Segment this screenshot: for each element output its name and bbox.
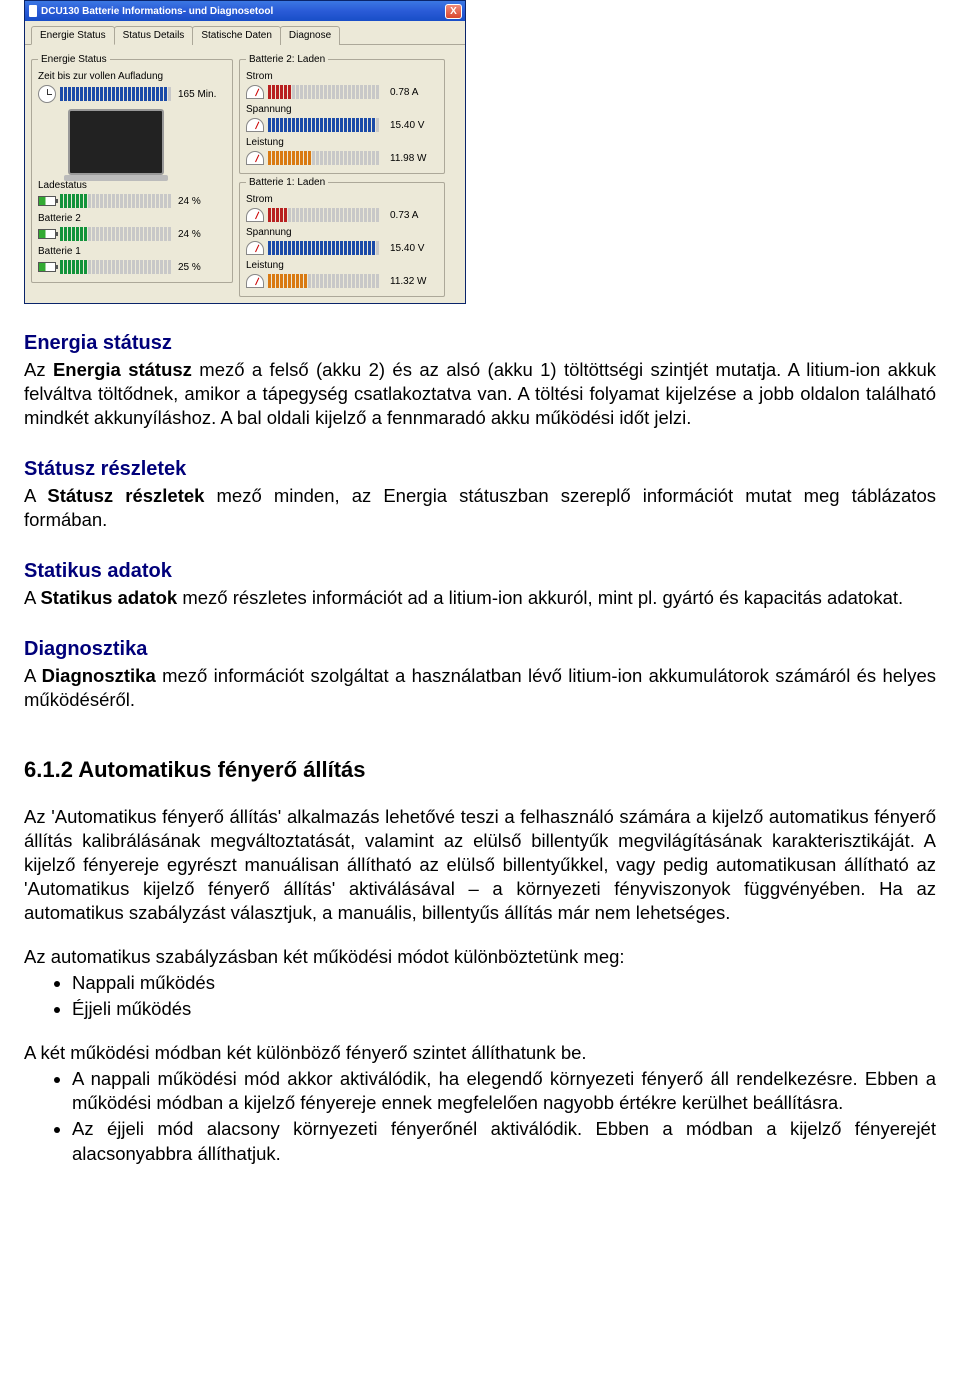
- meter-bars: [268, 118, 386, 132]
- meter-value: 15.40 V: [390, 119, 438, 132]
- heading-energia-statusz: Energia státusz: [24, 330, 936, 356]
- tab-strip: Energie StatusStatus DetailsStatische Da…: [25, 21, 465, 45]
- row-label: Spannung: [246, 103, 438, 116]
- left-column: Energie Status Zeit bis zur vollen Aufla…: [31, 51, 233, 297]
- gauge-icon: [246, 274, 264, 288]
- meter-bars: [60, 227, 174, 241]
- meter-value: 24 %: [178, 195, 226, 208]
- time-label: Zeit bis zur vollen Aufladung: [38, 70, 226, 83]
- meter-row: 15.40 V: [246, 118, 438, 132]
- meter-value: 0.73 A: [390, 209, 438, 222]
- tab-energie-status[interactable]: Energie Status: [31, 26, 115, 45]
- heading-612: 6.1.2 Automatikus fényerő állítás: [24, 756, 936, 785]
- list-item: A nappali működési mód akkor aktiválódik…: [72, 1067, 936, 1115]
- meter-bars: [268, 274, 386, 288]
- meter-row: 11.32 W: [246, 274, 438, 288]
- group-energie-status: Energie Status Zeit bis zur vollen Aufla…: [31, 59, 233, 283]
- para-612c: A két működési módban két különböző fény…: [24, 1041, 936, 1065]
- meter-row: 24 %: [38, 194, 226, 208]
- tab-status-details[interactable]: Status Details: [114, 26, 194, 45]
- gauge-icon: [246, 208, 264, 222]
- meter-row: 0.78 A: [246, 85, 438, 99]
- meter-value: 15.40 V: [390, 242, 438, 255]
- time-row: 165 Min.: [38, 85, 226, 103]
- time-bars: [60, 87, 174, 101]
- meter-bars: [268, 151, 386, 165]
- list-item: Az éjjeli mód alacsony környezeti fényer…: [72, 1117, 936, 1165]
- para-energia-statusz: Az Energia státusz mező a felső (akku 2)…: [24, 358, 936, 430]
- meter-row: 24 %: [38, 227, 226, 241]
- meter-value: 11.98 W: [390, 152, 438, 165]
- meter-value: 25 %: [178, 261, 226, 274]
- para-diagnosztika: A Diagnosztika mező információt szolgált…: [24, 664, 936, 712]
- time-value: 165 Min.: [178, 88, 226, 101]
- heading-statikus-adatok: Statikus adatok: [24, 558, 936, 584]
- close-icon[interactable]: X: [445, 4, 462, 19]
- heading-statusz-reszletek: Státusz részletek: [24, 456, 936, 482]
- heading-diagnosztika: Diagnosztika: [24, 636, 936, 662]
- meter-bars: [268, 241, 386, 255]
- list-item: Éjjeli működés: [72, 997, 936, 1021]
- row-label: Strom: [246, 70, 438, 83]
- screenshot-window: DCU130 Batterie Informations- und Diagno…: [24, 0, 466, 304]
- list-item: Nappali működés: [72, 971, 936, 995]
- para-statikus-adatok: A Statikus adatok mező részletes informá…: [24, 586, 936, 610]
- meter-bars: [268, 85, 386, 99]
- laptop-illustration: [68, 109, 164, 175]
- window-title: DCU130 Batterie Informations- und Diagno…: [41, 5, 445, 18]
- row-label: Spannung: [246, 226, 438, 239]
- meter-bars: [268, 208, 386, 222]
- panel-container: Energie Status Zeit bis zur vollen Aufla…: [25, 45, 465, 303]
- row-label: Leistung: [246, 259, 438, 272]
- mode-detail-list: A nappali működési mód akkor aktiválódik…: [24, 1067, 936, 1165]
- clock-icon: [38, 85, 56, 103]
- para-612b: Az automatikus szabályzásban két működés…: [24, 945, 936, 969]
- meter-value: 0.78 A: [390, 86, 438, 99]
- tab-statische-daten[interactable]: Statische Daten: [192, 26, 281, 45]
- para-statusz-reszletek: A Státusz részletek mező minden, az Ener…: [24, 484, 936, 532]
- row-label: Batterie 2: [38, 212, 226, 225]
- group-title: Batterie 1: Laden: [246, 176, 328, 189]
- row-label: Leistung: [246, 136, 438, 149]
- gauge-icon: [246, 118, 264, 132]
- meter-value: 24 %: [178, 228, 226, 241]
- mode-list: Nappali működés Éjjeli működés: [24, 971, 936, 1021]
- group-batterie-2-laden: Batterie 2: LadenStrom0.78 ASpannung15.4…: [239, 59, 445, 174]
- meter-bars: [60, 260, 174, 274]
- para-612a: Az 'Automatikus fényerő állítás' alkalma…: [24, 805, 936, 925]
- meter-row: 15.40 V: [246, 241, 438, 255]
- row-label: Strom: [246, 193, 438, 206]
- meter-value: 11.32 W: [390, 275, 438, 288]
- meter-row: 11.98 W: [246, 151, 438, 165]
- meter-row: 25 %: [38, 260, 226, 274]
- tab-diagnose[interactable]: Diagnose: [280, 26, 340, 45]
- gauge-icon: [246, 151, 264, 165]
- battery-icon: [38, 262, 56, 272]
- group-title: Batterie 2: Laden: [246, 53, 328, 66]
- battery-icon: [38, 229, 56, 239]
- gauge-icon: [246, 241, 264, 255]
- titlebar: DCU130 Batterie Informations- und Diagno…: [25, 1, 465, 21]
- group-batterie-1-laden: Batterie 1: LadenStrom0.73 ASpannung15.4…: [239, 182, 445, 297]
- meter-bars: [60, 194, 174, 208]
- app-icon: [29, 5, 37, 17]
- meter-row: 0.73 A: [246, 208, 438, 222]
- gauge-icon: [246, 85, 264, 99]
- row-label: Batterie 1: [38, 245, 226, 258]
- battery-icon: [38, 196, 56, 206]
- group-title: Energie Status: [38, 53, 110, 66]
- right-column: Batterie 2: Laden Strom 0.78 A Spannung 15.4…: [239, 51, 445, 297]
